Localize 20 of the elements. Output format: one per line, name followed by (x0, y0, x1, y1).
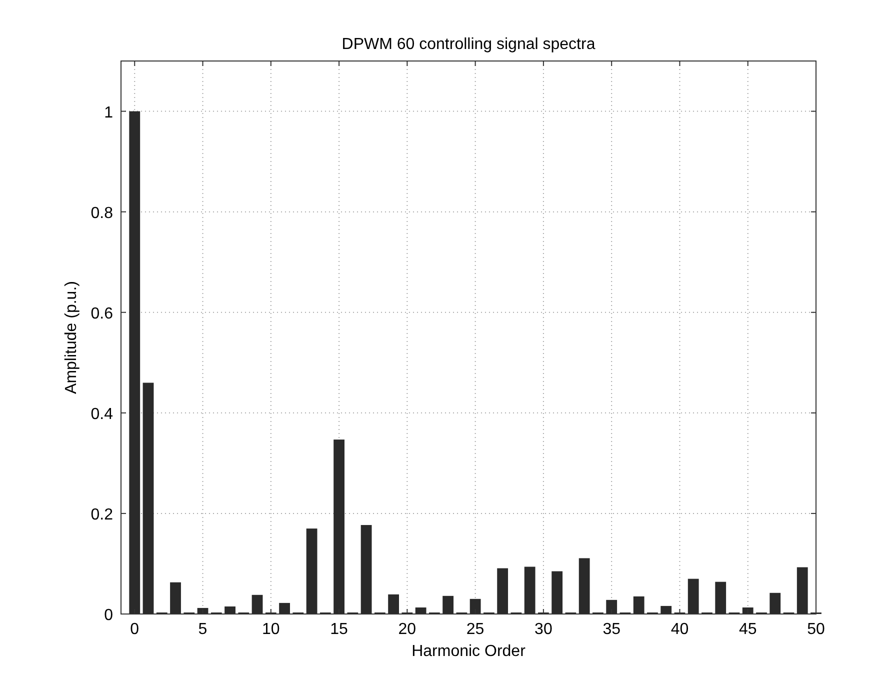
y-tick-label: 0.4 (90, 406, 114, 423)
x-tick-label: 30 (534, 621, 552, 638)
y-tick-label: 0.8 (90, 204, 114, 222)
x-tick-label: 20 (398, 621, 416, 638)
x-axis-title: Harmonic Order (412, 643, 526, 660)
chart-title: DPWM 60 controlling signal spectra (342, 36, 596, 53)
x-tick-label: 15 (330, 621, 348, 638)
x-tick-label: 50 (807, 621, 825, 638)
x-tick-label: 40 (670, 621, 689, 638)
y-axis-title: Amplitude (p.u.) (63, 281, 80, 394)
y-tick-label: 0 (104, 607, 114, 624)
x-tick-label: 35 (602, 621, 621, 638)
y-tick-label: 0.2 (90, 506, 114, 524)
x-tick-label: 45 (738, 621, 757, 638)
x-tick-label: 0 (130, 621, 140, 638)
x-tick-label: 25 (466, 621, 484, 638)
x-tick-label: 5 (198, 621, 208, 638)
y-tick-label: 0.6 (90, 305, 114, 322)
x-tick-label: 10 (262, 621, 280, 638)
y-tick-label: 1 (104, 104, 114, 122)
